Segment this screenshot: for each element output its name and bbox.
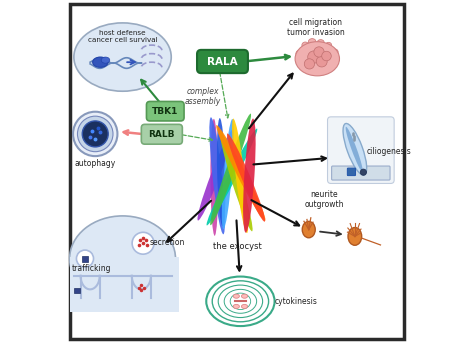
- Ellipse shape: [217, 118, 226, 226]
- Ellipse shape: [220, 131, 253, 231]
- Ellipse shape: [207, 129, 257, 225]
- Ellipse shape: [210, 119, 218, 236]
- Text: secretion: secretion: [150, 238, 185, 247]
- Circle shape: [316, 56, 327, 67]
- Circle shape: [304, 59, 315, 69]
- Ellipse shape: [323, 67, 328, 71]
- Circle shape: [82, 121, 108, 147]
- Ellipse shape: [227, 133, 265, 222]
- Ellipse shape: [241, 294, 247, 298]
- Ellipse shape: [302, 42, 309, 48]
- Ellipse shape: [216, 125, 265, 221]
- Text: neurite
outgrowth: neurite outgrowth: [304, 190, 344, 209]
- Circle shape: [360, 169, 366, 175]
- FancyBboxPatch shape: [82, 256, 88, 262]
- Ellipse shape: [210, 117, 225, 234]
- Ellipse shape: [333, 57, 339, 62]
- Ellipse shape: [233, 304, 239, 308]
- Circle shape: [73, 112, 118, 156]
- Ellipse shape: [74, 23, 171, 91]
- Ellipse shape: [222, 119, 234, 229]
- Ellipse shape: [295, 42, 339, 76]
- FancyBboxPatch shape: [74, 288, 80, 293]
- Ellipse shape: [302, 221, 315, 238]
- Ellipse shape: [233, 294, 239, 298]
- Circle shape: [314, 47, 324, 57]
- Text: ciliogenesis: ciliogenesis: [367, 146, 411, 155]
- FancyBboxPatch shape: [328, 117, 394, 184]
- FancyBboxPatch shape: [70, 4, 404, 339]
- Text: the exocyst: the exocyst: [213, 241, 261, 250]
- Text: RALA: RALA: [207, 57, 238, 67]
- Ellipse shape: [329, 63, 335, 68]
- Ellipse shape: [101, 57, 110, 63]
- Ellipse shape: [198, 129, 234, 221]
- Ellipse shape: [232, 119, 248, 233]
- Ellipse shape: [300, 59, 307, 64]
- Ellipse shape: [317, 40, 324, 45]
- Text: trafficking: trafficking: [72, 264, 111, 273]
- FancyBboxPatch shape: [146, 102, 184, 121]
- Ellipse shape: [309, 39, 316, 45]
- Ellipse shape: [348, 227, 362, 245]
- Text: cytokinesis: cytokinesis: [274, 297, 318, 306]
- Circle shape: [308, 51, 320, 63]
- Ellipse shape: [243, 119, 255, 233]
- Circle shape: [77, 116, 113, 152]
- FancyBboxPatch shape: [197, 50, 248, 73]
- Circle shape: [322, 51, 331, 61]
- Ellipse shape: [326, 43, 332, 48]
- Ellipse shape: [241, 304, 247, 308]
- Text: complex
assembly: complex assembly: [185, 87, 221, 106]
- FancyBboxPatch shape: [347, 168, 356, 176]
- Ellipse shape: [93, 57, 108, 67]
- Ellipse shape: [296, 50, 304, 57]
- FancyBboxPatch shape: [141, 125, 182, 144]
- Text: TBK1: TBK1: [152, 107, 178, 116]
- Text: RALB: RALB: [148, 130, 175, 139]
- FancyBboxPatch shape: [332, 166, 390, 180]
- Text: cell migration
tumor invasion: cell migration tumor invasion: [287, 18, 345, 37]
- Ellipse shape: [210, 114, 251, 225]
- Ellipse shape: [330, 49, 338, 55]
- Ellipse shape: [70, 216, 175, 301]
- Text: autophagy: autophagy: [74, 158, 116, 167]
- Ellipse shape: [346, 127, 363, 172]
- Text: host defense
cancer cell survival: host defense cancer cell survival: [88, 30, 157, 43]
- Ellipse shape: [343, 123, 367, 175]
- Circle shape: [76, 250, 93, 267]
- Bar: [70, 257, 179, 311]
- Circle shape: [132, 232, 154, 254]
